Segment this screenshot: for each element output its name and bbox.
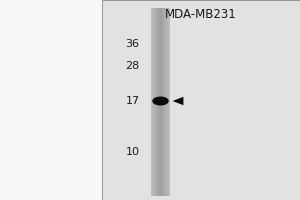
Bar [169,8,170,196]
Bar [160,8,161,196]
Bar [157,8,158,196]
Ellipse shape [152,97,169,106]
Bar [164,8,165,196]
Text: 17: 17 [125,96,140,106]
Bar [155,8,156,196]
Bar [168,8,169,196]
Bar [167,8,168,196]
Text: 28: 28 [125,61,140,71]
Bar [163,8,164,196]
Bar [156,8,157,196]
Text: 36: 36 [125,39,140,49]
Bar [0,0,102,200]
Bar [152,8,153,196]
Bar [153,8,154,196]
Text: 10: 10 [125,147,140,157]
Bar [161,8,162,196]
Polygon shape [172,97,183,105]
Bar [158,8,159,196]
Bar [154,8,155,196]
Text: MDA-MB231: MDA-MB231 [165,7,237,21]
Bar [162,8,163,196]
Bar [166,8,167,196]
Bar [165,8,166,196]
Bar [102,0,300,200]
Bar [159,8,160,196]
Bar [151,8,152,196]
